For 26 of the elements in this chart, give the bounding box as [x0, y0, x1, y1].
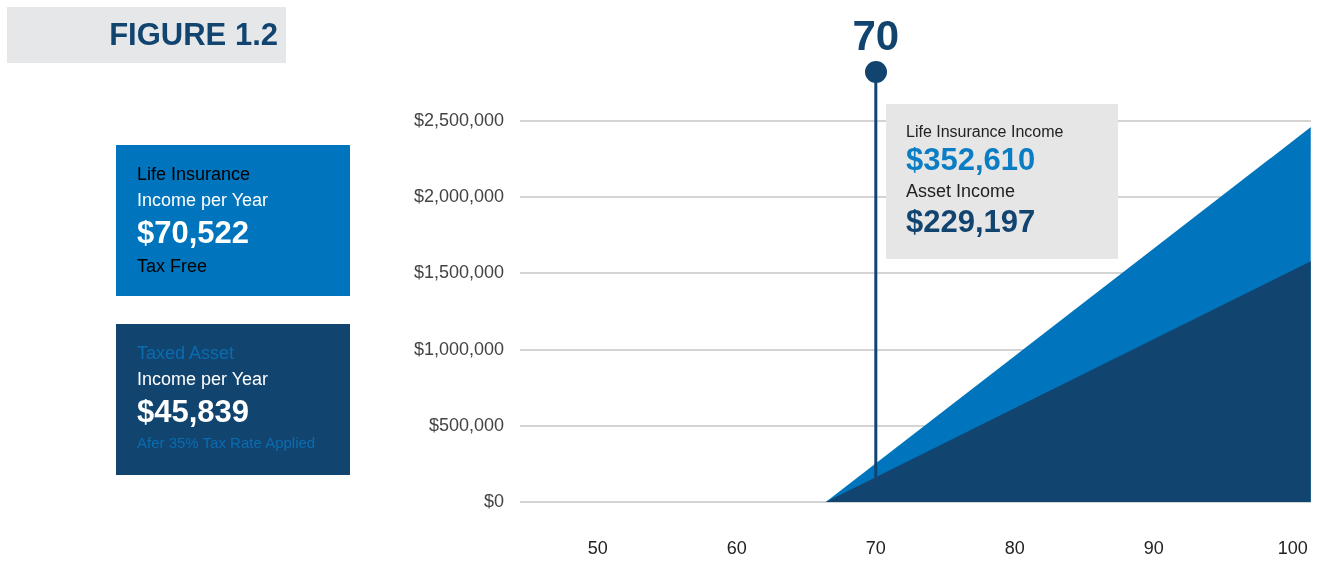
- y-tick-label: $2,500,000: [413, 109, 504, 130]
- text: Income per Year: [137, 368, 270, 391]
- annotation: $352,610: [906, 142, 1037, 178]
- ref-line-label: 70: [852, 12, 900, 59]
- text: $45,839: [137, 393, 251, 431]
- text: Life Insurance: [137, 163, 252, 186]
- x-tick-label: 50: [587, 537, 608, 558]
- text: $70,522: [137, 214, 251, 252]
- x-tick-label: 80: [1004, 537, 1025, 558]
- x-tick-label: 90: [1143, 537, 1164, 558]
- y-tick-label: $0: [483, 490, 504, 511]
- y-tick-label: $1,500,000: [413, 262, 504, 283]
- annotation: Asset Income: [906, 180, 1017, 203]
- y-tick-label: $2,000,000: [413, 186, 504, 207]
- y-tick-label: $500,000: [428, 414, 504, 435]
- text: FIGURE 1.2: [7, 7, 286, 63]
- annotation: Life Insurance Income: [906, 122, 1065, 142]
- x-tick-label: 60: [726, 537, 747, 558]
- text: Afer 35% Tax Rate Applied: [137, 433, 317, 453]
- x-tick-label: 70: [865, 537, 886, 558]
- text: Income per Year: [137, 189, 270, 212]
- y-tick-label: $1,000,000: [413, 338, 504, 359]
- annotation: $229,197: [906, 204, 1037, 240]
- text: Tax Free: [137, 255, 209, 278]
- x-tick-label: 100: [1277, 537, 1308, 558]
- text: Taxed Asset: [137, 342, 236, 365]
